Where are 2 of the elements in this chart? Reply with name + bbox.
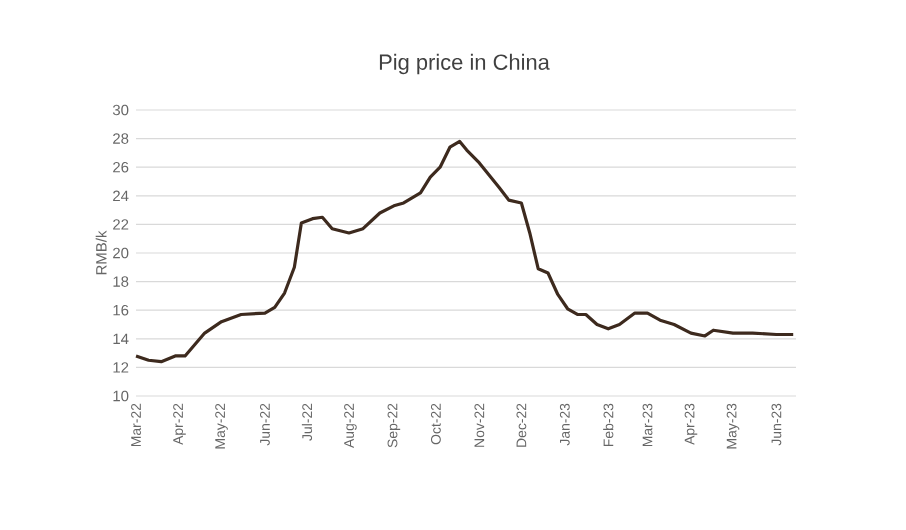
line-series — [134, 139, 795, 364]
chart-title: Pig price in China — [379, 53, 550, 75]
